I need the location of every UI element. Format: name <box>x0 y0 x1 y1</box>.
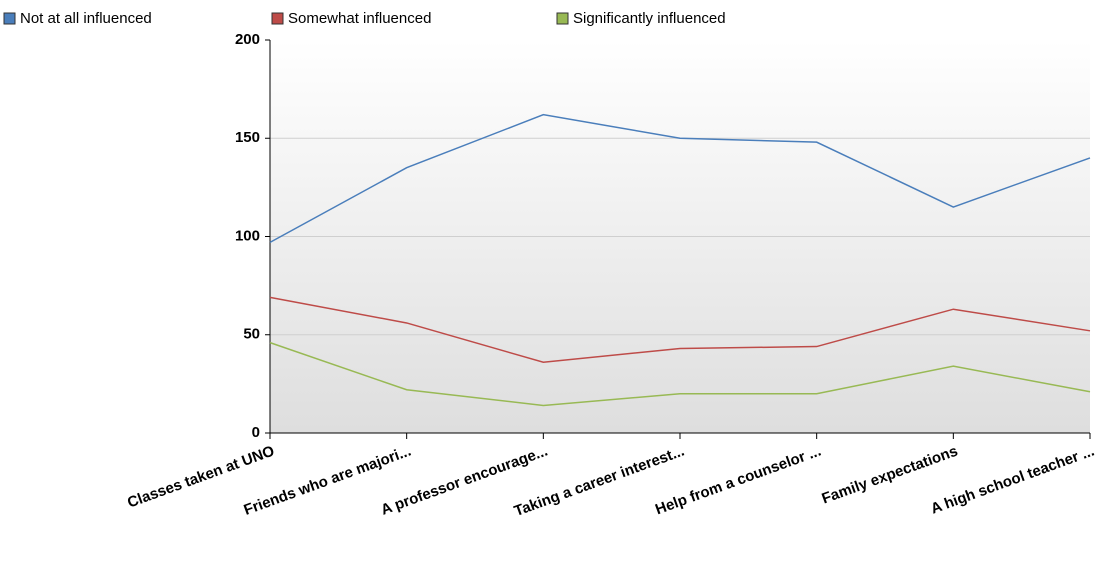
legend-label: Somewhat influenced <box>288 10 431 27</box>
legend-item: Not at all influenced <box>3 10 152 27</box>
y-tick-label: 50 <box>243 326 260 343</box>
y-tick-label: 0 <box>252 424 260 441</box>
y-tick-label: 100 <box>235 227 260 244</box>
legend-swatch <box>3 12 16 25</box>
legend-label: Significantly influenced <box>573 10 726 27</box>
y-tick-label: 200 <box>235 31 260 48</box>
series-line <box>269 296 1091 364</box>
legend-item: Somewhat influenced <box>271 10 431 27</box>
legend-swatch <box>556 12 569 25</box>
series-line <box>269 113 1091 244</box>
legend-item: Significantly influenced <box>556 10 726 27</box>
y-tick-label: 150 <box>235 129 260 146</box>
legend-swatch <box>271 12 284 25</box>
legend-label: Not at all influenced <box>20 10 152 27</box>
series-line <box>269 341 1091 407</box>
